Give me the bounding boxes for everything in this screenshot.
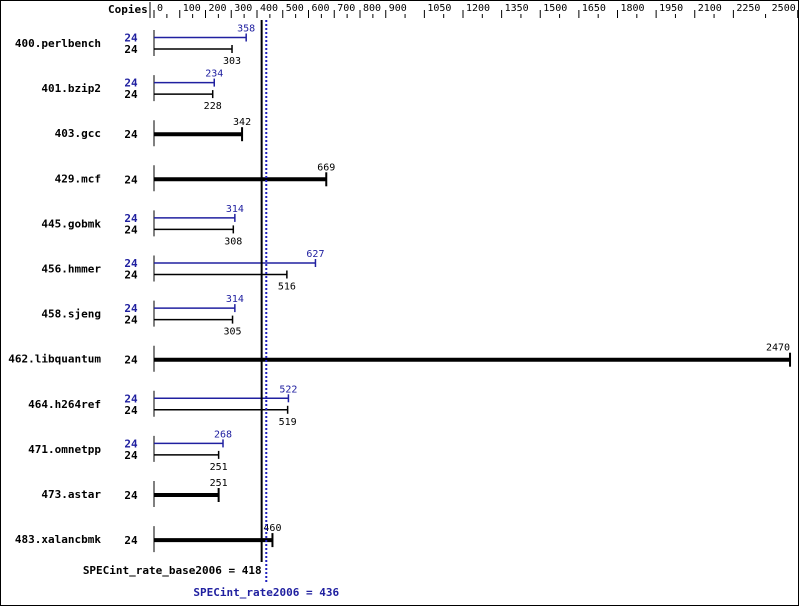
x-tick-label: 200 — [209, 3, 227, 14]
base-value: 342 — [233, 117, 251, 128]
base-copies: 24 — [124, 314, 138, 327]
x-tick-label: 900 — [389, 3, 407, 14]
x-tick-label: 1950 — [659, 3, 683, 14]
base-copies: 24 — [124, 534, 138, 547]
base-value: 305 — [224, 327, 242, 338]
base-copies: 24 — [124, 43, 138, 56]
x-tick-label: 1200 — [466, 3, 490, 14]
peak-value: 314 — [226, 294, 244, 305]
peak-copies: 24 — [124, 77, 138, 90]
base-copies: 24 — [124, 489, 138, 502]
x-tick-label: 700 — [337, 3, 355, 14]
peak-mean-label: SPECint_rate2006 = 436 — [193, 586, 339, 599]
base-copies: 24 — [124, 173, 138, 186]
x-tick-label: 800 — [363, 3, 381, 14]
peak-value: 268 — [214, 429, 232, 440]
x-tick-label: 300 — [234, 3, 252, 14]
x-tick-label: 600 — [312, 3, 330, 14]
benchmark-name: 429.mcf — [55, 172, 101, 185]
base-value: 519 — [279, 417, 297, 428]
benchmark-name: 445.gobmk — [41, 217, 101, 230]
benchmark-row: 462.libquantum 24 2470 — [8, 343, 792, 372]
benchmark-name: 401.bzip2 — [41, 82, 101, 95]
base-copies: 24 — [124, 449, 138, 462]
base-mean-label: SPECint_rate_base2006 = 418 — [83, 564, 262, 577]
base-value: 516 — [278, 282, 296, 293]
x-tick-label: 2100 — [698, 3, 722, 14]
benchmark-name: 483.xalancbmk — [15, 533, 101, 546]
x-tick-label: 1650 — [582, 3, 606, 14]
base-copies: 24 — [124, 223, 138, 236]
x-tick-label: 1500 — [543, 3, 567, 14]
peak-value: 522 — [279, 384, 297, 395]
peak-copies: 24 — [124, 302, 138, 315]
benchmark-name: 400.perlbench — [15, 37, 101, 50]
benchmark-name: 403.gcc — [55, 127, 101, 140]
benchmark-name: 473.astar — [41, 488, 101, 501]
base-value: 460 — [263, 523, 281, 534]
axis-header-copies: Copies — [108, 3, 148, 16]
x-tick-label: 0 — [157, 3, 163, 14]
benchmark-row: 483.xalancbmk 24 460 — [15, 523, 281, 553]
benchmark-row: 473.astar 24 251 — [41, 478, 228, 507]
benchmark-name: 456.hmmer — [41, 263, 101, 276]
x-tick-label: 2500 — [772, 3, 796, 14]
x-tick-label: 500 — [286, 3, 304, 14]
peak-value: 358 — [237, 24, 255, 35]
benchmark-row: 403.gcc 24 342 — [55, 117, 251, 147]
base-copies: 24 — [124, 354, 138, 367]
x-tick-label: 1050 — [427, 3, 451, 14]
base-copies: 24 — [124, 88, 138, 101]
benchmark-name: 464.h264ref — [28, 398, 101, 411]
peak-copies: 24 — [124, 257, 138, 270]
peak-copies: 24 — [124, 437, 138, 450]
x-tick-label: 100 — [183, 3, 201, 14]
peak-value: 234 — [205, 69, 223, 80]
peak-copies: 24 — [124, 212, 138, 225]
base-copies: 24 — [124, 269, 138, 282]
peak-value: 314 — [226, 204, 244, 215]
base-value: 669 — [317, 162, 335, 173]
benchmark-row: 429.mcf 24 669 — [55, 162, 335, 192]
x-tick-label: 1800 — [621, 3, 645, 14]
base-value: 2470 — [766, 343, 790, 354]
x-tick-label: 400 — [260, 3, 278, 14]
peak-copies: 24 — [124, 392, 138, 405]
base-value: 303 — [223, 56, 241, 67]
base-value: 228 — [204, 101, 222, 112]
base-copies: 24 — [124, 128, 138, 141]
benchmark-name: 471.omnetpp — [28, 443, 101, 456]
base-copies: 24 — [124, 404, 138, 417]
base-value: 251 — [210, 478, 228, 489]
benchmark-name: 458.sjeng — [41, 308, 101, 321]
base-value: 251 — [210, 462, 228, 473]
base-value: 308 — [224, 236, 242, 247]
benchmark-name: 462.libquantum — [8, 353, 101, 366]
peak-value: 627 — [306, 249, 324, 260]
x-tick-label: 2250 — [736, 3, 760, 14]
x-tick-label: 1350 — [505, 3, 529, 14]
peak-copies: 24 — [124, 32, 138, 45]
